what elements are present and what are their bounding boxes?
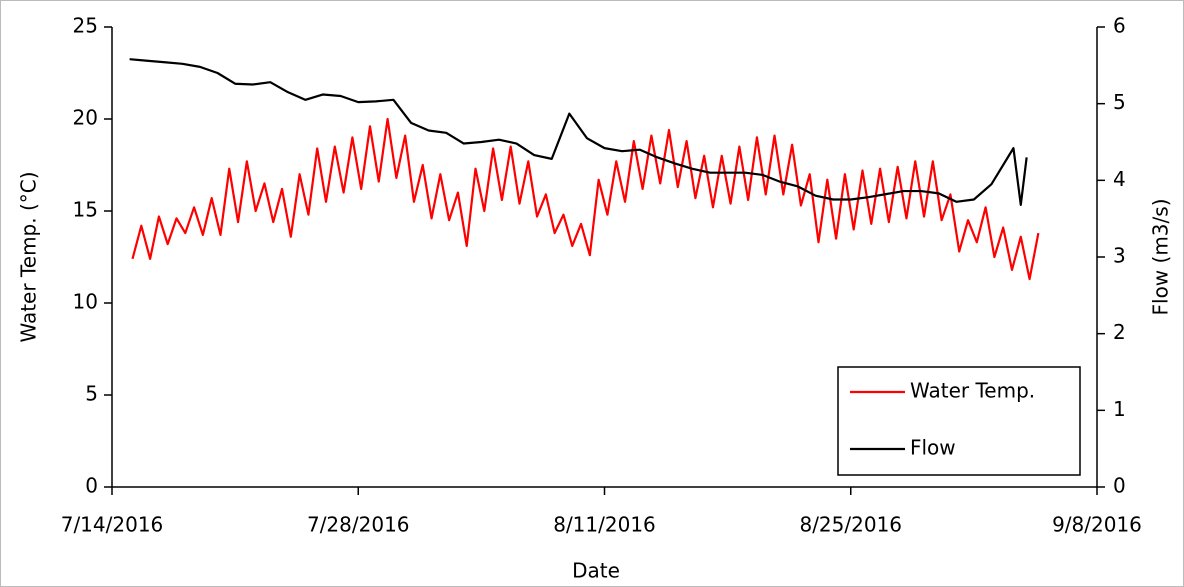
- x-tick-label: 8/25/2016: [799, 513, 902, 537]
- y-tick-label: 10: [73, 290, 98, 314]
- legend-label: Flow: [910, 436, 956, 460]
- y2-tick-label: 5: [1113, 90, 1126, 114]
- series-line: [129, 58, 1028, 206]
- y2-tick-label: 1: [1113, 397, 1126, 421]
- y-axis-label: Water Temp. (°C): [17, 171, 41, 342]
- y-tick-label: 20: [73, 106, 98, 130]
- x-tick-label: 9/8/2016: [1052, 513, 1142, 537]
- y2-tick-label: 6: [1113, 14, 1126, 38]
- x-tick-label: 8/11/2016: [553, 513, 656, 537]
- legend-label: Water Temp.: [910, 379, 1035, 403]
- y2-tick-label: 3: [1113, 244, 1126, 268]
- y2-tick-label: 4: [1113, 167, 1126, 191]
- y-tick-label: 0: [85, 474, 98, 498]
- series-line: [131, 117, 1040, 281]
- y-tick-label: 5: [85, 382, 98, 406]
- legend-box: [837, 366, 1081, 476]
- y-tick-label: 25: [73, 14, 98, 38]
- y-tick-label: 15: [73, 198, 98, 222]
- y2-tick-label: 2: [1113, 320, 1126, 344]
- y2-tick-label: 0: [1113, 474, 1126, 498]
- y2-axis-label: Flow (m3/s): [1149, 199, 1173, 316]
- x-tick-label: 7/28/2016: [307, 513, 410, 537]
- x-tick-label: 7/14/2016: [61, 513, 164, 537]
- x-axis-label: Date: [572, 559, 620, 583]
